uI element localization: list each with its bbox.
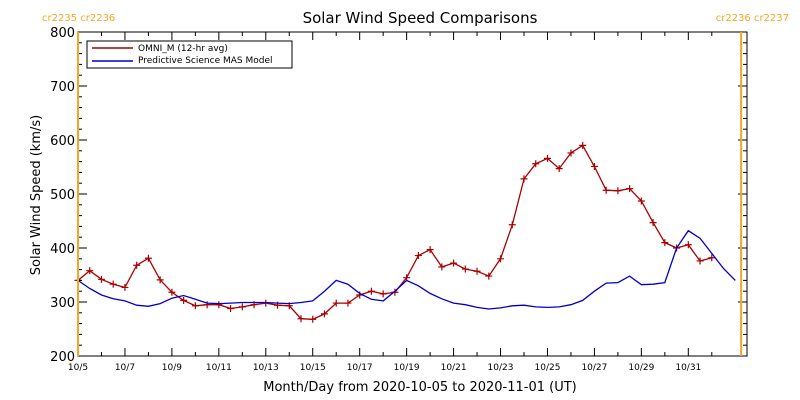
data-point-omni-19 (297, 315, 305, 323)
ticks-layer: 200 300 400 500 600 700 800 10/5 10/7 10/9 10/11 10… (50, 26, 747, 373)
data-point-omni-54 (708, 254, 716, 262)
data-point-omni-22 (332, 299, 340, 307)
data-point-omni-41 (555, 165, 563, 173)
data-point-omni-1 (86, 267, 94, 275)
x-tick-label-9: 10/23 (488, 363, 514, 373)
x-tick-label-1: 10/7 (115, 363, 135, 373)
legend-label-model: Predictive Science MAS Model (138, 56, 273, 66)
data-point-omni-43 (579, 141, 587, 149)
data-point-omni-52 (684, 241, 692, 249)
y-tick-label-4: 600 (50, 134, 75, 149)
data-point-omni-46 (614, 187, 622, 195)
data-point-omni-37 (508, 221, 516, 229)
data-point-omni-29 (414, 252, 422, 260)
data-point-omni-32 (450, 259, 458, 267)
x-tick-label-11: 10/27 (581, 363, 607, 373)
data-point-omni-31 (438, 263, 446, 271)
y-tick-label-0: 200 (50, 350, 75, 365)
data-point-omni-44 (590, 162, 598, 170)
x-tick-label-13: 10/31 (675, 363, 701, 373)
data-point-omni-6 (144, 254, 152, 262)
data-point-omni-49 (649, 219, 657, 227)
data-point-omni-26 (379, 290, 387, 298)
y-axis-label: Solar Wind Speed (km/s) (29, 115, 44, 275)
data-point-omni-50 (661, 239, 669, 247)
data-point-omni-25 (367, 287, 375, 295)
data-point-omni-39 (532, 160, 540, 168)
data-point-omni-11 (203, 301, 211, 309)
data-point-omni-21 (320, 310, 328, 318)
data-point-omni-38 (520, 175, 528, 183)
y-tick-label-3: 500 (50, 188, 75, 203)
x-tick-label-8: 10/21 (441, 363, 467, 373)
data-point-omni-34 (473, 267, 481, 275)
x-tick-label-12: 10/29 (628, 363, 654, 373)
data-point-omni-45 (602, 186, 610, 194)
x-tick-label-3: 10/11 (206, 363, 232, 373)
data-point-omni-23 (344, 299, 352, 307)
data-point-omni-9 (180, 296, 188, 304)
data-point-omni-13 (227, 304, 235, 312)
y-tick-label-2: 400 (50, 242, 75, 257)
legend: OMNI_M (12-hr avg) Predictive Science MA… (86, 40, 293, 69)
carrington-label-0: cr2235 cr2236 (42, 13, 115, 24)
legend-box (86, 40, 293, 69)
y-tick-label-6: 800 (50, 26, 75, 41)
data-point-omni-30 (426, 246, 434, 254)
data-point-omni-2 (97, 275, 105, 283)
data-point-omni-53 (696, 257, 704, 265)
data-point-omni-27 (391, 288, 399, 296)
x-tick-label-2: 10/9 (162, 363, 182, 373)
data-point-omni-47 (626, 185, 634, 193)
data-point-omni-42 (567, 149, 575, 157)
x-tick-label-10: 10/25 (535, 363, 561, 373)
data-point-omni-40 (543, 154, 551, 162)
x-axis-label: Month/Day from 2020-10-05 to 2020-11-01 … (263, 380, 576, 395)
y-tick-label-5: 700 (50, 80, 75, 95)
y-tick-label-1: 300 (50, 296, 75, 311)
x-tick-label-4: 10/13 (253, 363, 279, 373)
data-point-omni-3 (109, 280, 117, 288)
x-tick-label-6: 10/17 (347, 363, 373, 373)
legend-label-omni: OMNI_M (12-hr avg) (138, 44, 228, 54)
data-point-omni-14 (238, 303, 246, 311)
data-point-omni-48 (637, 197, 645, 205)
data-point-omni-7 (156, 276, 164, 284)
chart-title: Solar Wind Speed Comparisons (303, 9, 538, 27)
x-tick-label-5: 10/15 (300, 363, 326, 373)
data-point-omni-10 (191, 302, 199, 310)
data-point-omni-12 (215, 301, 223, 309)
data-point-omni-36 (497, 255, 505, 263)
series-layer (74, 141, 736, 323)
data-point-omni-35 (485, 272, 493, 280)
data-point-omni-5 (133, 261, 141, 269)
data-point-omni-8 (168, 288, 176, 296)
data-point-omni-4 (121, 283, 129, 291)
x-tick-label-7: 10/19 (394, 363, 420, 373)
carrington-label-1: cr2236 cr2237 (716, 13, 789, 24)
data-point-omni-33 (461, 265, 469, 273)
data-point-omni-20 (309, 315, 317, 323)
carrington-markers: cr2235 cr2236 cr2236 cr2237 (42, 13, 789, 356)
x-tick-label-0: 10/5 (68, 363, 88, 373)
series-line-1 (77, 229, 736, 310)
